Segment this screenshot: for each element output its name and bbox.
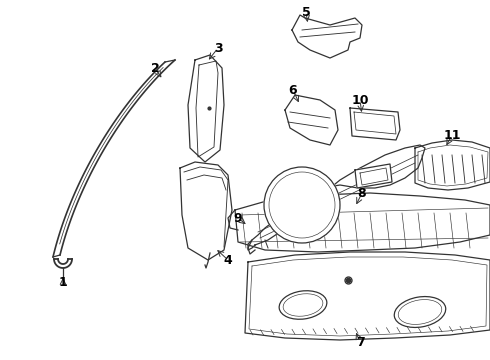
Text: 1: 1 (59, 275, 68, 288)
Polygon shape (415, 140, 490, 190)
Text: 4: 4 (223, 253, 232, 266)
Polygon shape (350, 108, 400, 140)
Polygon shape (53, 60, 175, 257)
Circle shape (264, 167, 340, 243)
Text: 6: 6 (289, 84, 297, 96)
Text: 8: 8 (358, 186, 367, 199)
Text: 10: 10 (351, 94, 369, 107)
Text: 9: 9 (234, 212, 243, 225)
Text: 3: 3 (214, 41, 222, 54)
Polygon shape (235, 193, 490, 252)
Polygon shape (248, 145, 425, 250)
Polygon shape (188, 55, 224, 162)
Text: 5: 5 (302, 5, 310, 18)
Polygon shape (355, 164, 392, 188)
Ellipse shape (279, 291, 327, 319)
Polygon shape (245, 252, 490, 340)
Text: 11: 11 (443, 129, 461, 141)
Ellipse shape (394, 297, 446, 328)
Polygon shape (285, 95, 338, 145)
Text: 7: 7 (356, 336, 365, 348)
Polygon shape (292, 15, 362, 58)
Polygon shape (180, 162, 232, 260)
Text: 2: 2 (150, 62, 159, 75)
